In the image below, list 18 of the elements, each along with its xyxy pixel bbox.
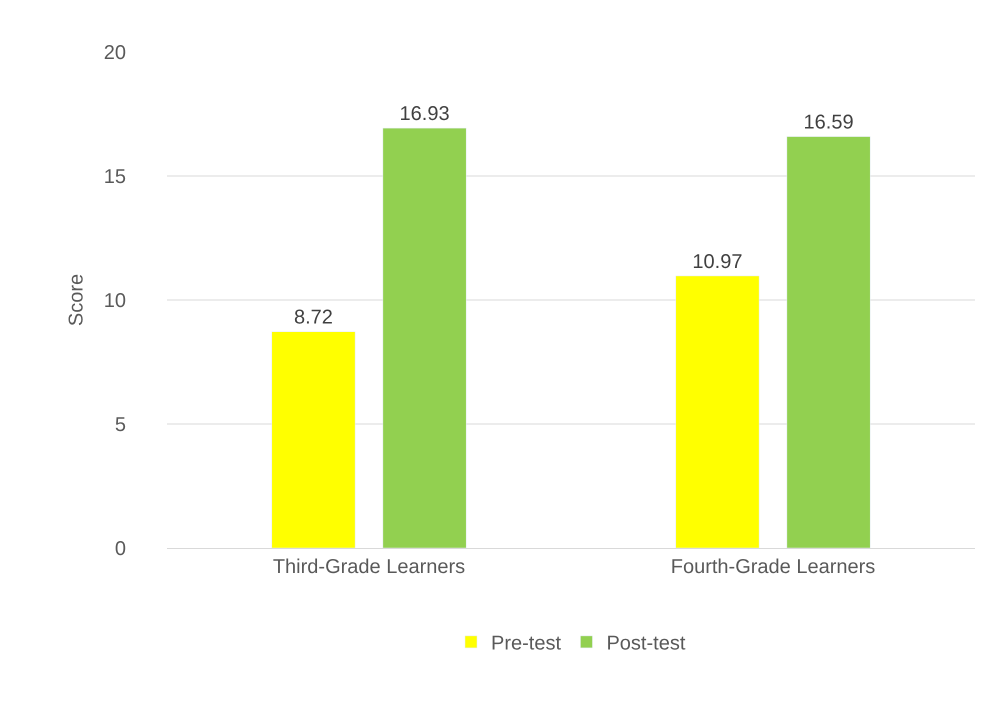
data-label: 8.72 [294,306,333,329]
bar [272,331,356,548]
y-tick-label: 20 [104,42,126,64]
bar [676,276,760,548]
y-tick-label: 5 [114,414,126,436]
bar [382,128,466,548]
legend-label: Post-test [606,632,686,655]
bar [786,136,870,548]
y-tick-label: 15 [104,166,126,188]
data-label: 16.59 [804,112,854,134]
legend-label: Pre-test [491,632,562,655]
data-label: 16.93 [400,103,450,126]
y-axis-title: Score [65,274,88,326]
x-tick-label: Third-Grade Learners [272,556,466,578]
x-tick-label: Fourth-Grade Learners [670,556,876,578]
y-tick-label: 0 [114,538,126,560]
y-tick-label: 10 [104,290,126,312]
data-label: 10.97 [692,250,742,273]
